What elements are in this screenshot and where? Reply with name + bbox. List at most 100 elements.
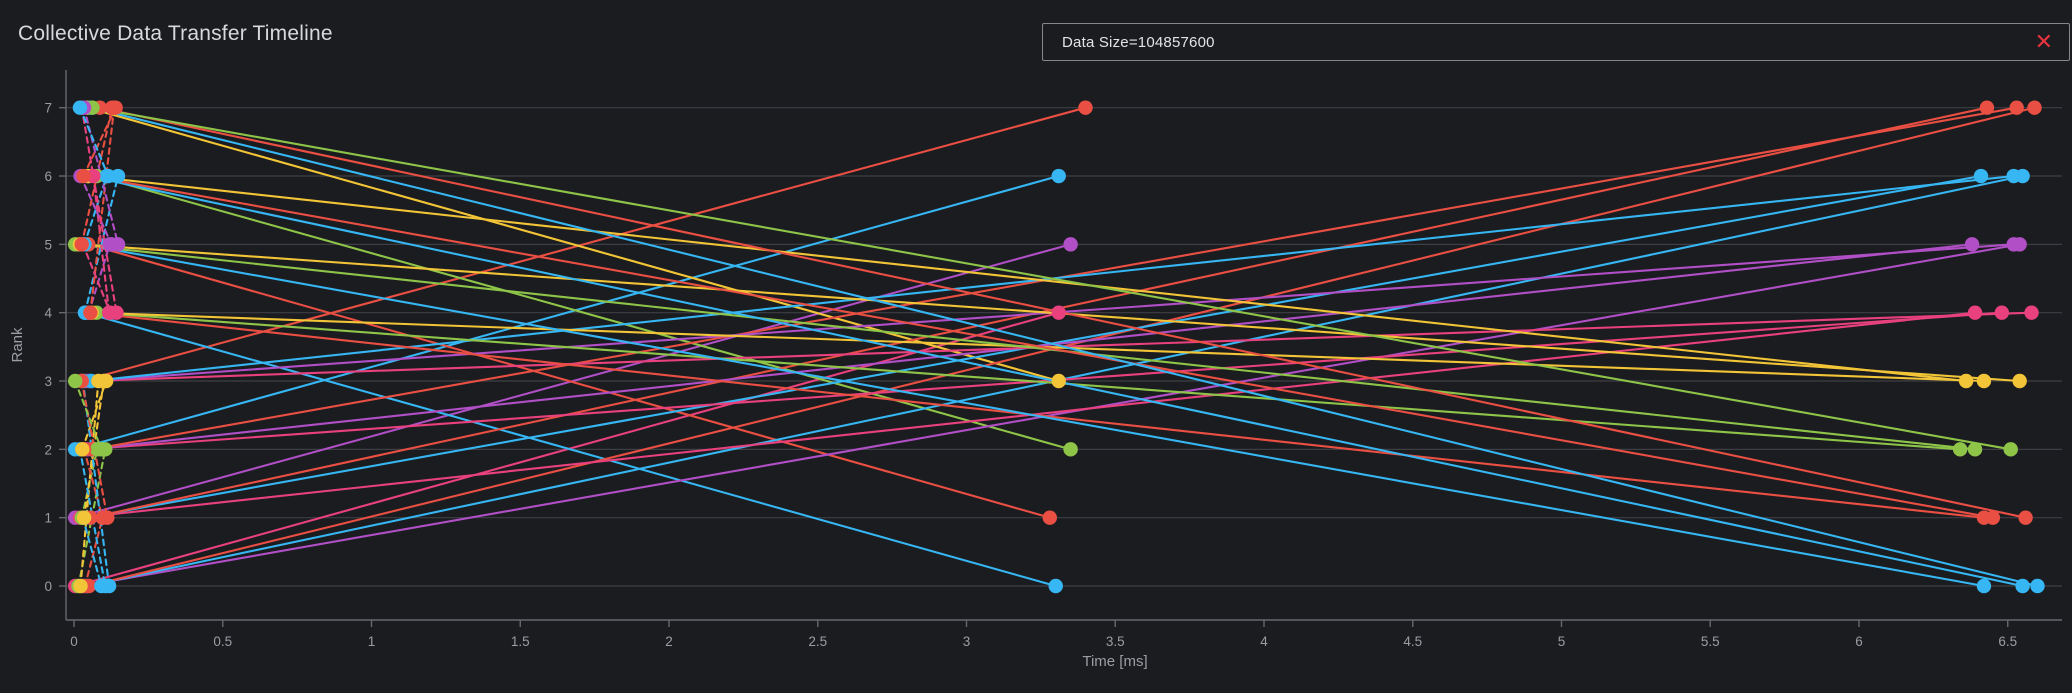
transfer-recv-marker bbox=[1051, 305, 1066, 320]
transfer-line bbox=[81, 243, 1985, 588]
x-axis-title: Time [ms] bbox=[1082, 653, 1147, 670]
y-tick-label: 4 bbox=[44, 306, 52, 321]
transfer-line bbox=[74, 243, 1072, 519]
panel-title: Collective Data Transfer Timeline bbox=[18, 22, 333, 45]
transfer-recv-marker bbox=[1964, 237, 1980, 252]
transfer-recv-marker bbox=[1042, 510, 1058, 525]
y-tick-label: 1 bbox=[44, 511, 52, 526]
transfer-line bbox=[74, 174, 1060, 451]
transfer-line bbox=[86, 106, 1060, 383]
transfer-line bbox=[87, 243, 1051, 519]
transfer-recv-marker bbox=[94, 442, 109, 457]
transfer-recv-marker bbox=[2012, 373, 2027, 389]
transfer-line bbox=[81, 516, 103, 588]
transfer-recv-marker bbox=[1976, 578, 1992, 594]
transfer-line bbox=[79, 174, 113, 246]
x-tick-label: 1.5 bbox=[511, 634, 530, 649]
transfer-recv-marker bbox=[1952, 442, 1968, 457]
x-tick-label: 0 bbox=[70, 634, 78, 649]
transfer-send-marker bbox=[76, 510, 92, 525]
transfer-recv-marker bbox=[1967, 442, 1983, 457]
transfer-line bbox=[91, 106, 2012, 451]
transfer-line bbox=[80, 106, 1087, 383]
transfer-line bbox=[95, 311, 1962, 451]
y-tick-label: 7 bbox=[44, 101, 52, 116]
transfer-line bbox=[86, 174, 1968, 383]
transfer-line bbox=[90, 106, 2039, 588]
close-icon: ✕ bbox=[2034, 29, 2053, 54]
x-tick-label: 4.5 bbox=[1403, 634, 1422, 649]
transfer-recv-marker bbox=[1051, 168, 1066, 184]
y-tick-label: 5 bbox=[44, 237, 52, 252]
transfer-recv-marker bbox=[2024, 305, 2039, 320]
chip-close-button[interactable]: ✕ bbox=[2031, 31, 2057, 53]
transfer-line bbox=[74, 379, 103, 451]
transfer-line bbox=[92, 174, 111, 314]
transfer-line bbox=[78, 243, 2021, 383]
y-tick-label: 6 bbox=[44, 169, 52, 184]
x-tick-label: 6 bbox=[1855, 634, 1863, 649]
transfer-send-marker bbox=[76, 168, 91, 184]
transfer-send-marker bbox=[73, 578, 88, 594]
y-tick-label: 0 bbox=[44, 579, 52, 594]
transfer-line bbox=[82, 106, 117, 178]
transfer-recv-marker bbox=[1063, 442, 1078, 457]
transfer-line bbox=[81, 243, 2021, 588]
transfer-line bbox=[81, 379, 108, 451]
transfer-recv-marker bbox=[2018, 510, 2033, 525]
transfer-recv-marker bbox=[2009, 100, 2024, 115]
transfer-send-marker bbox=[83, 305, 98, 320]
x-tick-label: 2.5 bbox=[808, 634, 827, 649]
transfer-line bbox=[78, 106, 110, 178]
x-tick-label: 4 bbox=[1260, 634, 1268, 649]
x-tick-label: 1 bbox=[368, 634, 376, 649]
transfer-line bbox=[83, 516, 104, 588]
x-tick-label: 5.5 bbox=[1701, 634, 1720, 649]
transfer-recv-marker bbox=[1078, 100, 1093, 115]
y-tick-label: 2 bbox=[44, 442, 52, 457]
transfer-recv-marker bbox=[1994, 305, 2010, 320]
transfer-recv-marker bbox=[100, 510, 115, 525]
transfer-send-marker bbox=[74, 237, 89, 252]
transfer-recv-marker bbox=[2027, 100, 2042, 115]
transfer-line bbox=[95, 174, 1072, 451]
transfer-recv-marker bbox=[2006, 168, 2021, 184]
transfer-line bbox=[83, 311, 1057, 588]
transfer-recv-marker bbox=[1958, 373, 1974, 389]
y-tick-label: 3 bbox=[44, 374, 52, 389]
y-axis-title: Rank bbox=[9, 327, 26, 363]
transfer-recv-marker bbox=[1985, 510, 2001, 525]
transfer-recv-marker bbox=[110, 237, 126, 252]
transfer-send-marker bbox=[72, 100, 88, 115]
transfer-recv-marker bbox=[108, 100, 123, 115]
x-tick-label: 2 bbox=[665, 634, 673, 649]
transfer-recv-marker bbox=[101, 578, 117, 594]
transfer-recv-marker bbox=[101, 168, 116, 184]
transfer-send-marker bbox=[75, 442, 90, 457]
transfer-line bbox=[88, 174, 1994, 519]
transfer-recv-marker bbox=[1979, 100, 1995, 115]
transfer-recv-marker bbox=[98, 373, 114, 389]
transfer-recv-marker bbox=[1051, 373, 1066, 389]
transfer-recv-marker bbox=[1976, 373, 1992, 389]
transfer-recv-marker bbox=[2006, 237, 2021, 252]
transfer-line bbox=[74, 243, 1977, 451]
transfer-line bbox=[81, 243, 112, 314]
transfer-recv-marker bbox=[2030, 578, 2045, 594]
x-tick-label: 0.5 bbox=[213, 634, 232, 649]
transfer-line bbox=[89, 106, 116, 314]
data-size-chip: Data Size=104857600 ✕ bbox=[1042, 23, 2070, 61]
x-tick-label: 5 bbox=[1558, 634, 1566, 649]
transfer-recv-marker bbox=[1973, 168, 1989, 184]
transfer-line bbox=[83, 174, 120, 314]
transfer-recv-marker bbox=[1063, 237, 1078, 252]
transfer-send-marker bbox=[67, 373, 83, 389]
x-tick-label: 3 bbox=[963, 634, 971, 649]
transfer-recv-marker bbox=[1048, 578, 1063, 594]
x-tick-label: 6.5 bbox=[1998, 634, 2017, 649]
transfer-line bbox=[80, 106, 118, 314]
data-size-label: Data Size=104857600 bbox=[1062, 33, 1215, 51]
transfer-recv-marker bbox=[1967, 305, 1983, 320]
transfer-recv-marker bbox=[109, 305, 124, 320]
